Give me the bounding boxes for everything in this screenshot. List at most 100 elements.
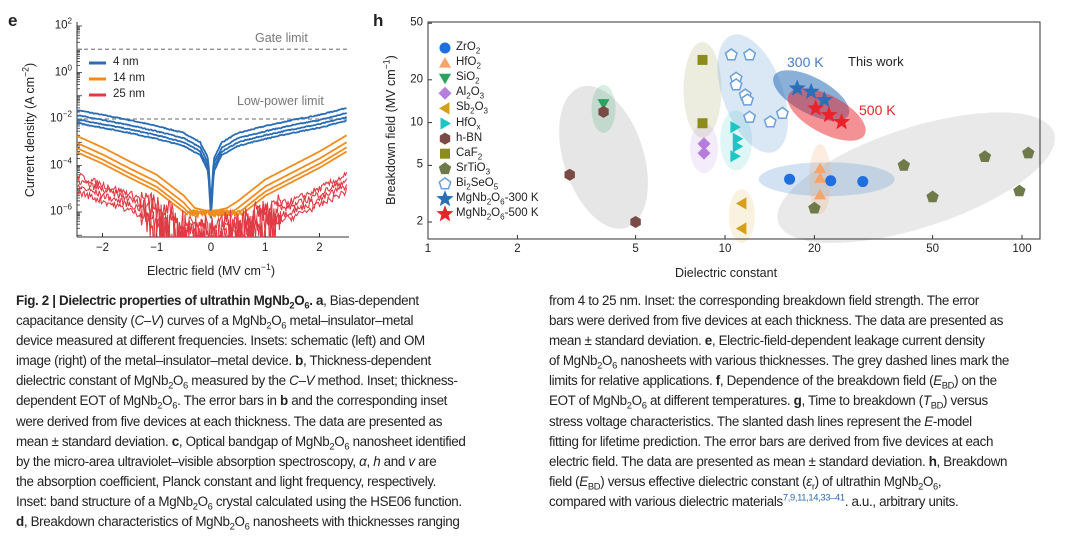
group-ellipse — [777, 112, 1055, 244]
data-point — [730, 150, 741, 163]
caption-line: EOT of MgNb2O6 at different temperatures… — [549, 393, 988, 412]
h-y-tick-label: 5 — [416, 158, 423, 171]
annotation-this-work: This work — [848, 54, 904, 69]
caption-line: Fig. 2 | Dielectric properties of ultrat… — [16, 293, 419, 311]
caption-line: capacitance density (C–V) curves of a Mg… — [16, 313, 414, 331]
legend-label: Sb2O3 — [456, 101, 488, 116]
data-point — [814, 188, 827, 200]
h-y-tick-label: 50 — [410, 16, 423, 29]
data-point — [697, 54, 708, 65]
e-x-tick-label: −2 — [95, 242, 110, 254]
legend-marker — [440, 117, 451, 130]
caption-line: d, Breakdown characteristics of MgNb2O6 … — [16, 514, 460, 532]
curve-25-nm — [77, 187, 348, 237]
e-y-tick-label: 100 — [54, 62, 72, 78]
panel-label-e: e — [8, 11, 18, 30]
e-y-tick-label: 10−4 — [50, 155, 72, 171]
h-x-tick-label: 20 — [807, 243, 821, 255]
data-point — [732, 132, 744, 145]
group-ellipse — [728, 189, 755, 244]
h-points — [564, 48, 1035, 235]
legend-label: MgNb2O6-500 K — [456, 207, 539, 222]
e-x-axis-label: Electric field (MV cm−1) — [146, 261, 276, 278]
legend-label: SrTiO3 — [456, 161, 491, 177]
caption-line: field (EBD) versus effective dielectric … — [549, 473, 942, 492]
legend-marker — [436, 190, 454, 207]
panel-label-h: h — [373, 11, 384, 30]
caption-line: were derived from five devices at each t… — [16, 413, 443, 429]
caption-line: dielectric constant of MgNb2O6 measured … — [16, 373, 458, 392]
caption-line: fitting for lifetime prediction. The err… — [549, 433, 994, 449]
h-x-axis-label: Dielectric constant — [674, 266, 778, 280]
legend-marker — [439, 132, 451, 145]
legend-marker — [438, 57, 452, 68]
e-y-tick-label: 10−2 — [50, 109, 72, 125]
legend-label: h-BN — [456, 131, 483, 144]
caption-line: compared with various dielectric materia… — [549, 492, 959, 509]
legend-label: HfO2 — [456, 56, 481, 71]
e-y-tick-label: 102 — [54, 16, 72, 32]
caption-line: mean ± standard deviation. c, Optical ba… — [16, 433, 466, 452]
data-point — [735, 222, 747, 235]
data-point — [807, 99, 825, 116]
data-point — [825, 175, 837, 187]
data-point — [814, 162, 827, 174]
caption-line: stress voltage characteristics. The slan… — [549, 413, 972, 429]
data-point — [926, 190, 939, 203]
legend-label: SiO2 — [456, 71, 480, 86]
data-point — [808, 201, 821, 214]
legend-label: 25 nm — [113, 88, 145, 100]
legend-label: CaF2 — [456, 146, 483, 161]
data-point — [732, 140, 744, 153]
curve-4-nm — [77, 119, 347, 219]
data-point — [814, 172, 827, 183]
chart-e — [76, 22, 349, 238]
data-point — [743, 110, 757, 123]
legend-label: 14 nm — [113, 72, 145, 84]
legend-marker — [436, 205, 454, 222]
data-point — [740, 93, 754, 106]
e-y-tick-label: 10−6 — [50, 202, 72, 218]
h-x-tick-label: 2 — [514, 243, 521, 255]
data-point — [743, 48, 757, 61]
data-point — [833, 113, 851, 130]
data-point — [1013, 184, 1026, 197]
data-point — [724, 48, 738, 61]
legend-marker — [438, 176, 452, 190]
legend-label: ZrO2 — [456, 41, 481, 56]
caption-line: dependent EOT of MgNb2O6. The error bars… — [16, 393, 448, 412]
e-x-tick-label: −1 — [150, 242, 164, 254]
legend-marker — [439, 102, 450, 115]
caption-line: by the micro-area ultraviolet–visible ab… — [16, 453, 437, 469]
e-curves — [77, 107, 348, 237]
data-point — [775, 106, 789, 120]
h-plot-frame — [427, 21, 1041, 240]
data-point — [815, 91, 833, 108]
h-y-axis-label: Breakdown field (MV cm−1) — [381, 55, 398, 205]
caption-line: from 4 to 25 nm. Inset: the correspondin… — [549, 293, 979, 308]
legend-marker — [438, 86, 452, 100]
curve-14-nm — [77, 150, 348, 219]
data-point — [788, 79, 806, 96]
caption-line: limits for relative applications. f, Dep… — [549, 373, 997, 392]
caption-line: image (right) of the metal–insulator–met… — [16, 353, 431, 369]
e-x-tick-label: 1 — [262, 242, 269, 254]
data-point — [1022, 146, 1035, 159]
data-point — [697, 146, 711, 160]
group-ellipse — [559, 85, 648, 229]
data-point — [857, 176, 869, 188]
annotation-300k: 300 K — [787, 54, 824, 70]
legend-label: Al2O3 — [456, 86, 485, 101]
e-x-tick-label: 2 — [316, 242, 323, 254]
data-point — [598, 105, 609, 118]
e-y-axis-label: Current density (A cm−2) — [20, 62, 37, 198]
data-point — [802, 82, 820, 99]
legend-marker — [439, 42, 451, 54]
h-x-tick-label: 5 — [632, 243, 639, 255]
data-point — [697, 118, 708, 129]
legend-marker — [438, 162, 452, 175]
data-point — [897, 158, 910, 171]
data-point — [820, 106, 838, 123]
legend-marker — [440, 148, 450, 159]
curve-25-nm — [77, 183, 348, 237]
